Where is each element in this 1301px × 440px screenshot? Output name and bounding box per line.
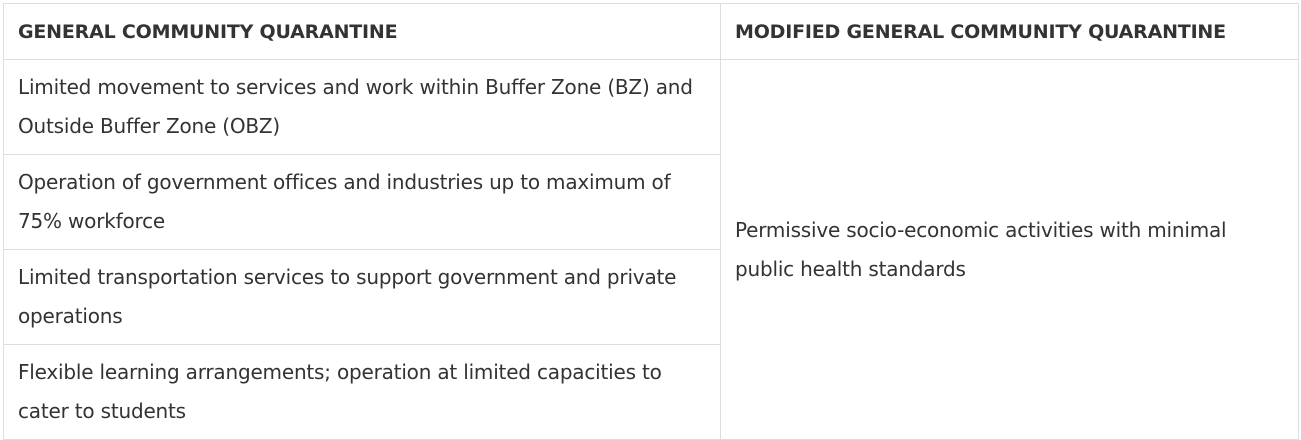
table-row: Flexible learning arrangements; operatio… xyxy=(3,344,1299,440)
quarantine-comparison-table: GENERAL COMMUNITY QUARANTINE MODIFIED GE… xyxy=(3,3,1299,440)
header-row: GENERAL COMMUNITY QUARANTINE MODIFIED GE… xyxy=(3,3,1299,60)
gcq-cell: Limited transportation services to suppo… xyxy=(3,249,721,345)
header-gcq: GENERAL COMMUNITY QUARANTINE xyxy=(3,3,721,60)
gcq-cell: Operation of government offices and indu… xyxy=(3,154,721,250)
gcq-cell: Flexible learning arrangements; operatio… xyxy=(3,344,721,440)
table-header: GENERAL COMMUNITY QUARANTINE MODIFIED GE… xyxy=(3,3,1299,60)
table-row: Limited movement to services and work wi… xyxy=(3,59,1299,440)
gcq-cell: Limited movement to services and work wi… xyxy=(3,59,721,155)
mgcq-cell: Permissive socio-economic activities wit… xyxy=(720,59,1299,440)
table-row: Operation of government offices and indu… xyxy=(3,154,1299,250)
table-body: Limited movement to services and work wi… xyxy=(3,59,1299,440)
header-mgcq: MODIFIED GENERAL COMMUNITY QUARANTINE xyxy=(720,3,1299,60)
